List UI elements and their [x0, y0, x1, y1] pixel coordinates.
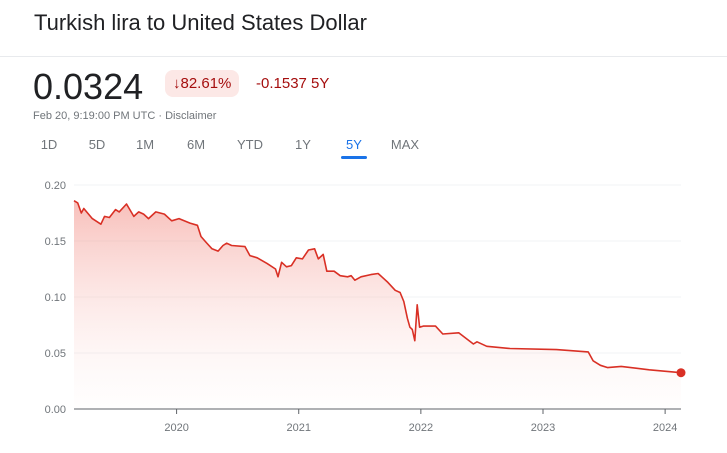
disclaimer-link[interactable]: Disclaimer: [165, 110, 217, 122]
y-tick-label: 0.15: [45, 236, 66, 248]
absolute-change: -0.1537 5Y: [256, 75, 330, 92]
x-tick-label: 2020: [164, 422, 188, 434]
divider: [0, 56, 727, 57]
timestamp-line: Feb 20, 9:19:00 PM UTC · Disclaimer: [33, 110, 216, 122]
tab-5y[interactable]: 5Y: [341, 137, 367, 159]
x-tick-label: 2021: [286, 422, 310, 434]
y-tick-label: 0.05: [45, 348, 66, 360]
tab-1d[interactable]: 1D: [40, 137, 58, 152]
tab-max[interactable]: MAX: [390, 137, 420, 152]
y-tick-label: 0.00: [45, 404, 66, 416]
x-tick-label: 2023: [531, 422, 555, 434]
timestamp: Feb 20, 9:19:00 PM UTC ·: [33, 110, 166, 122]
tab-5d[interactable]: 5D: [88, 137, 106, 152]
y-tick-label: 0.20: [45, 180, 66, 192]
page-title: Turkish lira to United States Dollar: [34, 10, 367, 35]
y-tick-label: 0.10: [45, 292, 66, 304]
tab-1m[interactable]: 1M: [135, 137, 155, 152]
area-fill: [74, 200, 681, 409]
x-tick-label: 2022: [409, 422, 433, 434]
price-line: [73, 200, 682, 374]
current-value-marker: [676, 368, 686, 378]
range-tabs: 1D 5D 1M 6M YTD 1Y 5Y MAX: [33, 137, 421, 159]
tab-6m[interactable]: 6M: [186, 137, 206, 152]
tab-ytd[interactable]: YTD: [237, 137, 263, 152]
current-price: 0.0324: [33, 66, 144, 107]
x-tick-label: 2024: [653, 422, 677, 434]
percent-change-badge: ↓82.61%: [165, 70, 240, 97]
tab-1y[interactable]: 1Y: [295, 137, 311, 152]
